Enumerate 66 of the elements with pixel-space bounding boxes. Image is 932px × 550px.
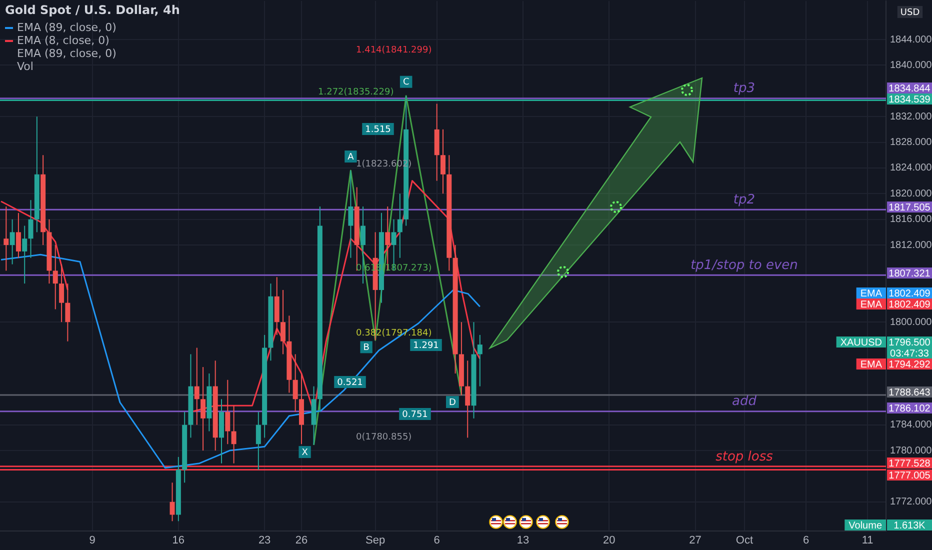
annotation: 0.521 [337,378,363,388]
x-tick-label: 6 [434,534,440,546]
annotation: EMA [860,288,882,300]
y-tick-label: 1828.000 [890,137,932,148]
y-tick-label: 1820.000 [890,188,932,200]
text: 1802.409 [888,288,931,300]
annotation: Volume [848,520,882,532]
x-tick-label: 6 [802,534,810,546]
annotation: 1.272(1835.229) [318,87,394,98]
annotation: 1.414(1841.299) [356,45,432,56]
text: 1794.292 [888,359,931,370]
y-tick-label: 1824.000 [890,162,932,174]
y-tick-label: 1800.000 [890,316,932,328]
legend-label: EMA (8, close, 0) [17,34,110,47]
y-tick-label: 1844.000 [890,34,932,46]
y-tick-label: 1784.000 [890,420,932,431]
text: 1817.505 [888,202,931,214]
x-tick-label: 13 [516,534,530,546]
text: 1807.321 [888,268,931,280]
annotation: C [402,78,410,88]
ref-line-label: stop loss [716,449,774,464]
y-tick-label: 1832.000 [890,111,932,122]
text: 1777.528 [888,458,931,470]
text: 1.613K [894,520,926,532]
y-tick-label: 1812.000 [890,240,932,251]
legend-label: EMA (89, close, 0) [17,21,116,34]
text: 1796.500 [888,337,931,348]
annotation: 0(1780.855) [356,432,412,442]
x-tick-label: Oct [736,534,754,546]
x-tick-label: 23 [258,534,271,546]
x-tick-label: 20 [603,534,616,546]
text: 1802.409 [888,299,931,310]
annotation: EMA [860,299,882,310]
y-tick-label: 1840.000 [890,60,932,71]
annotation: A [348,152,355,162]
text: 1777.005 [888,470,931,482]
text: USD [900,8,920,18]
ref-line-label: tp3 [733,81,756,96]
annotation: B [363,343,370,354]
y-tick-label: 1772.000 [890,496,932,508]
text: 1834.539 [888,94,931,106]
annotation: Vol [16,60,34,73]
text: 1788.643 [888,387,931,398]
annotation: 0.751 [402,410,428,420]
text: 1786.102 [888,403,931,414]
annotation: 1.291 [413,340,439,351]
x-tick-label: Sep [366,534,386,546]
ref-line-label: tp2 [733,192,756,208]
ref-line-label: add [732,394,758,410]
annotation: EMA (89, close, 0) [16,47,116,60]
annotation: D [448,398,456,408]
x-tick-label: 11 [862,534,874,546]
annotation: EMA [860,359,882,370]
x-tick-label: 9 [89,534,96,546]
x-tick-label: 26 [295,534,308,546]
text: 1834.844 [888,83,931,94]
y-tick-label: 1780.000 [890,445,932,456]
text: 03:47:33 [890,348,930,360]
annotation: 1.515 [365,124,391,135]
ref-line-label: tp1/stop to even [690,258,798,273]
chart-title: Gold Spot / U.S. Dollar, 4h [5,3,180,17]
annotation: X [302,448,308,458]
y-tick-label: 1816.000 [890,214,932,226]
x-tick-label: 27 [689,534,702,546]
x-tick-label: 16 [172,534,185,546]
annotation: XAUUSD [840,337,882,348]
